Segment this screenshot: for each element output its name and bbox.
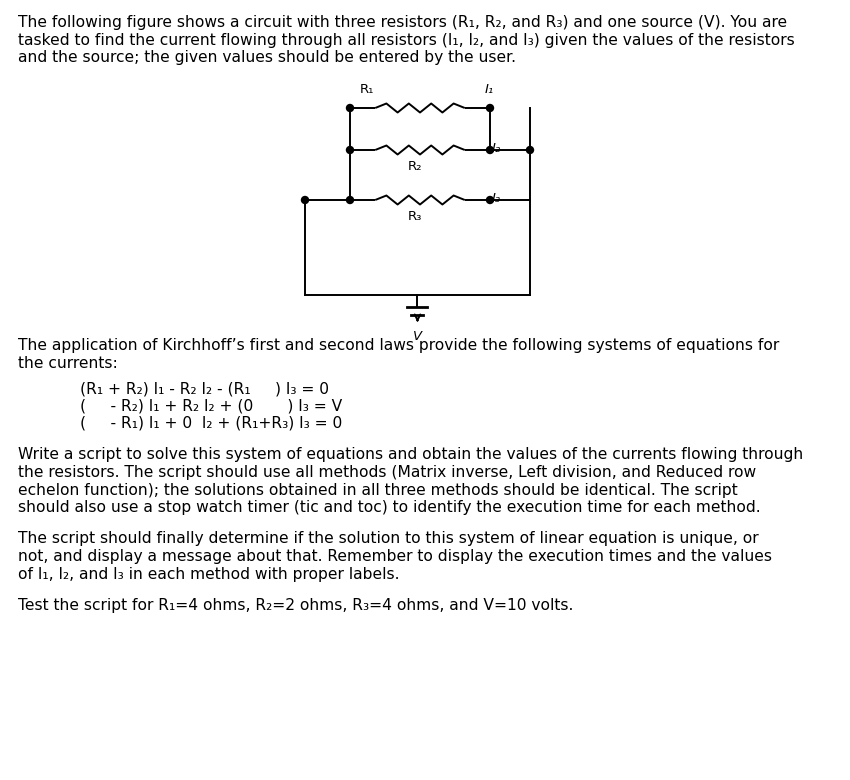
- Circle shape: [486, 147, 494, 154]
- Text: The script should finally determine if the solution to this system of linear equ: The script should finally determine if t…: [18, 531, 758, 547]
- Text: and the source; the given values should be entered by the user.: and the source; the given values should …: [18, 50, 516, 65]
- Circle shape: [526, 147, 534, 154]
- Text: R₁: R₁: [360, 83, 374, 96]
- Text: R₃: R₃: [408, 210, 422, 223]
- Circle shape: [347, 147, 354, 154]
- Circle shape: [486, 105, 494, 112]
- Text: of I₁, I₂, and I₃ in each method with proper labels.: of I₁, I₂, and I₃ in each method with pr…: [18, 566, 400, 582]
- Text: the resistors. The script should use all methods (Matrix inverse, Left division,: the resistors. The script should use all…: [18, 465, 756, 480]
- Text: V: V: [413, 330, 422, 343]
- Text: I₃: I₃: [492, 192, 502, 204]
- Text: Write a script to solve this system of equations and obtain the values of the cu: Write a script to solve this system of e…: [18, 448, 803, 463]
- Text: Test the script for R₁=4 ohms, R₂=2 ohms, R₃=4 ohms, and V=10 volts.: Test the script for R₁=4 ohms, R₂=2 ohms…: [18, 598, 574, 613]
- Circle shape: [347, 105, 354, 112]
- Text: R₂: R₂: [408, 160, 422, 173]
- Circle shape: [347, 197, 354, 204]
- Text: (R₁ + R₂) I₁ - R₂ I₂ - (R₁     ) I₃ = 0: (R₁ + R₂) I₁ - R₂ I₂ - (R₁ ) I₃ = 0: [80, 381, 329, 396]
- Text: tasked to find the current flowing through all resistors (I₁, I₂, and I₃) given : tasked to find the current flowing throu…: [18, 33, 795, 48]
- Text: The following figure shows a circuit with three resistors (R₁, R₂, and R₃) and o: The following figure shows a circuit wit…: [18, 15, 787, 30]
- Circle shape: [486, 197, 494, 204]
- Text: the currents:: the currents:: [18, 356, 118, 370]
- Text: The application of Kirchhoff’s first and second laws provide the following syste: The application of Kirchhoff’s first and…: [18, 338, 779, 353]
- Text: echelon function); the solutions obtained in all three methods should be identic: echelon function); the solutions obtaine…: [18, 483, 738, 498]
- Text: should also use a stop watch timer (tic and toc) to identify the execution time : should also use a stop watch timer (tic …: [18, 500, 761, 515]
- Text: not, and display a message about that. Remember to display the execution times a: not, and display a message about that. R…: [18, 549, 772, 564]
- Text: I₁: I₁: [485, 83, 494, 96]
- Text: (     - R₁) I₁ + 0  I₂ + (R₁+R₃) I₃ = 0: ( - R₁) I₁ + 0 I₂ + (R₁+R₃) I₃ = 0: [80, 416, 343, 431]
- Circle shape: [302, 197, 309, 204]
- Text: I₂: I₂: [492, 141, 502, 154]
- Text: (     - R₂) I₁ + R₂ I₂ + (0       ) I₃ = V: ( - R₂) I₁ + R₂ I₂ + (0 ) I₃ = V: [80, 399, 343, 413]
